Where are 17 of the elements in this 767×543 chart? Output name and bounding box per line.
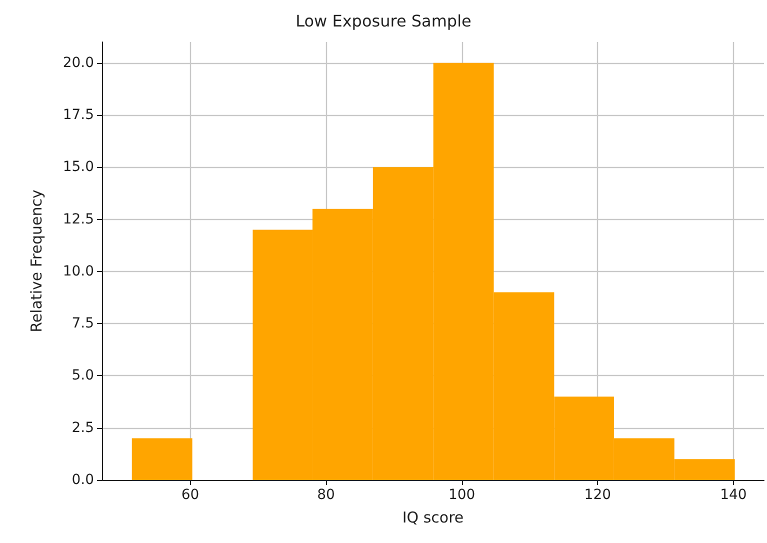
x-tick-label: 80 xyxy=(317,487,335,503)
y-axis-title: Relative Frequency xyxy=(28,190,46,332)
y-tick-label: 15.0 xyxy=(62,159,94,176)
x-tick-label: 140 xyxy=(720,487,747,503)
x-tick-label: 60 xyxy=(181,487,200,503)
y-tick-label: 2.5 xyxy=(72,420,94,436)
y-tick-label: 17.5 xyxy=(62,107,94,123)
chart-title: Low Exposure Sample xyxy=(296,12,472,30)
x-axis-title: IQ score xyxy=(402,508,464,526)
y-tick-label: 7.5 xyxy=(72,316,94,332)
y-tick-label: 10.0 xyxy=(62,263,94,280)
y-tick-label: 12.5 xyxy=(62,211,94,228)
y-tick-label: 0.0 xyxy=(72,472,94,488)
x-tick-label: 100 xyxy=(448,487,476,503)
y-tick-label: 5.0 xyxy=(72,368,94,384)
y-tick-label: 20.0 xyxy=(62,54,94,71)
x-tick-label: 120 xyxy=(584,487,612,503)
